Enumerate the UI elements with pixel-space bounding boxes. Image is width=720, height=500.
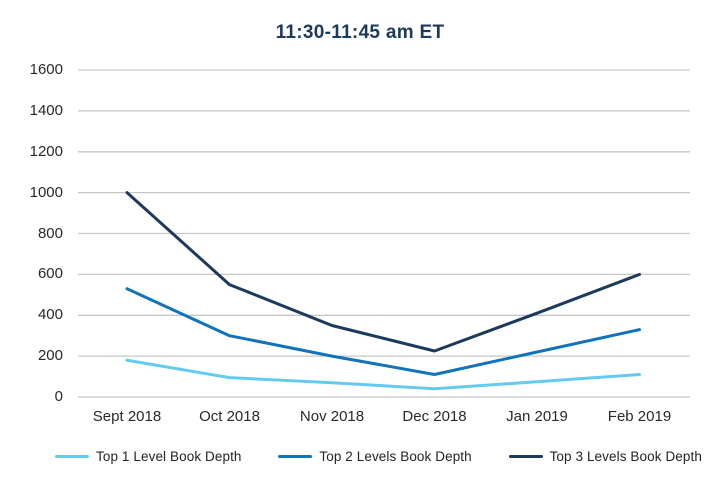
legend-item-1: Top 1 Level Book Depth <box>55 449 242 464</box>
legend-label: Top 2 Levels Book Depth <box>319 449 472 464</box>
legend-item-2: Top 2 Levels Book Depth <box>278 449 472 464</box>
legend-line-swatch <box>508 455 543 458</box>
y-tick-label: 1000 <box>29 183 63 201</box>
y-tick-label: 1400 <box>29 101 63 119</box>
legend-label: Top 3 Levels Book Depth <box>549 449 702 464</box>
x-axis: Sept 2018 Oct 2018 Nov 2018 Dec 2018 Jan 201… <box>0 408 720 428</box>
y-tick-label: 600 <box>37 265 63 283</box>
series-line-1 <box>125 358 641 391</box>
legend-line-swatch <box>55 455 89 458</box>
series-line-3 <box>125 191 641 353</box>
x-tick-label: Sept 2018 <box>92 408 162 425</box>
y-tick-label: 1600 <box>29 61 63 78</box>
y-tick-label: 200 <box>37 347 63 365</box>
y-tick-label: 1200 <box>29 142 63 160</box>
legend-item-3: Top 3 Levels Book Depth <box>508 449 702 464</box>
x-tick-label: Oct 2018 <box>199 408 260 425</box>
legend-line-swatch <box>278 455 313 458</box>
y-tick-label: 400 <box>37 306 63 324</box>
y-tick-label: 0 <box>54 388 63 405</box>
legend: Top 1 Level Book Depth Top 2 Levels Book … <box>55 449 702 464</box>
y-tick-label: 800 <box>37 224 63 242</box>
x-tick-label: Jan 2019 <box>506 408 568 425</box>
x-tick-label: Nov 2018 <box>299 408 365 425</box>
x-tick-label: Feb 2019 <box>607 408 672 425</box>
chart-title: 11:30-11:45 am ET <box>275 22 445 43</box>
series-line-2 <box>125 287 641 376</box>
x-tick-label: Dec 2018 <box>402 408 467 425</box>
legend-label: Top 1 Level Book Depth <box>96 449 242 464</box>
